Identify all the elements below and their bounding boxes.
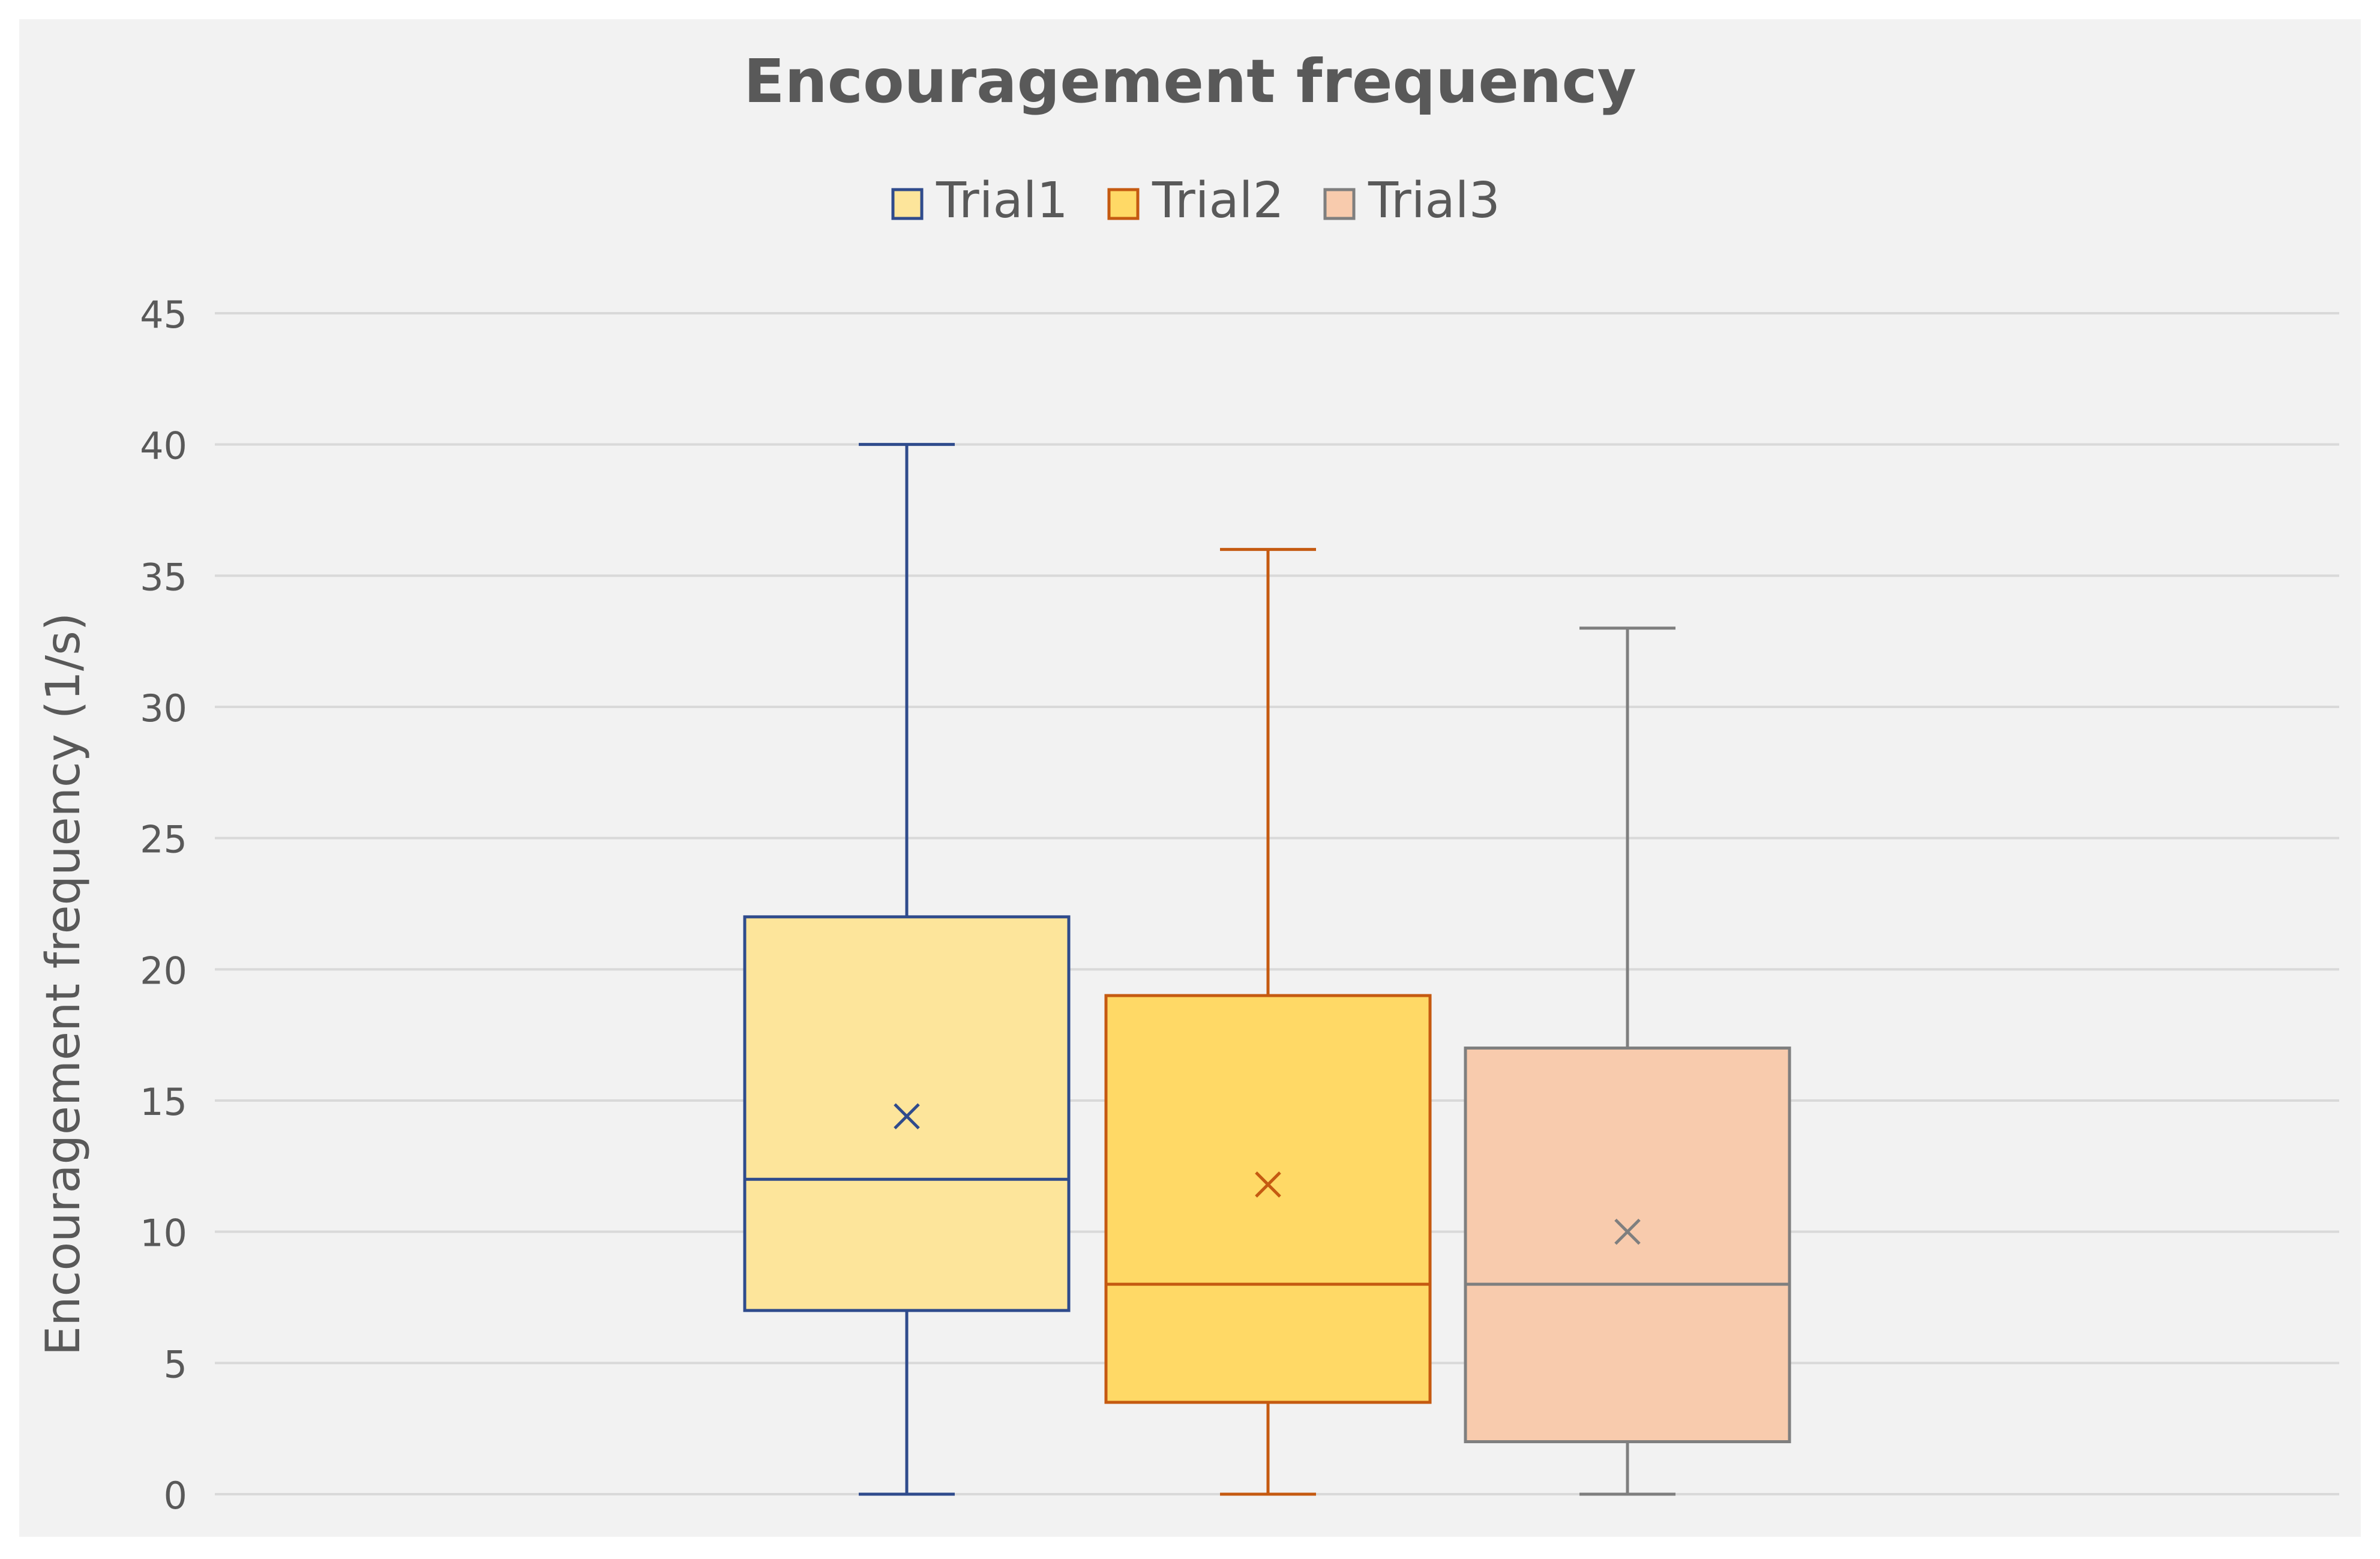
mean-marker: [1614, 1218, 1641, 1245]
box-trial3: [1464, 626, 1791, 1496]
y-tick-label: 20: [140, 949, 187, 993]
legend-item-trial3: Trial3: [1323, 172, 1500, 229]
y-tick-label: 45: [140, 293, 187, 337]
y-tick-label: 30: [140, 686, 187, 730]
mean-marker: [894, 1103, 920, 1130]
legend-item-trial2: Trial2: [1107, 172, 1284, 229]
legend-label: Trial3: [1368, 172, 1500, 229]
legend-item-trial1: Trial1: [891, 172, 1068, 229]
box-trial2: [1104, 548, 1432, 1496]
y-axis-label: Encouragement frequency (1/s): [37, 613, 91, 1356]
y-tick-label: 5: [164, 1342, 187, 1386]
iqr-box: [743, 915, 1071, 1312]
y-tick-label: 0: [164, 1474, 187, 1518]
y-tick-label: 40: [140, 424, 187, 468]
legend: Trial1 Trial2 Trial3: [891, 172, 1500, 229]
box-series-group: [743, 443, 1791, 1496]
legend-label: Trial1: [936, 172, 1068, 229]
legend-swatch: [891, 188, 924, 220]
y-tick-label: 25: [140, 818, 187, 862]
iqr-box: [1464, 1047, 1791, 1444]
iqr-box: [1104, 994, 1432, 1404]
legend-swatch: [1323, 188, 1356, 220]
y-tick-label: 10: [140, 1212, 187, 1255]
y-tick-label: 15: [140, 1080, 187, 1124]
mean-marker: [1255, 1171, 1281, 1198]
y-axis-ticks: 0 5 10 15 20 25 30 35 40 45: [140, 293, 187, 1518]
chart-title: Encouragement frequency: [744, 46, 1636, 116]
legend-swatch: [1107, 188, 1140, 220]
box-trial1: [743, 443, 1071, 1496]
y-tick-label: 35: [140, 555, 187, 599]
legend-label: Trial2: [1152, 172, 1284, 229]
